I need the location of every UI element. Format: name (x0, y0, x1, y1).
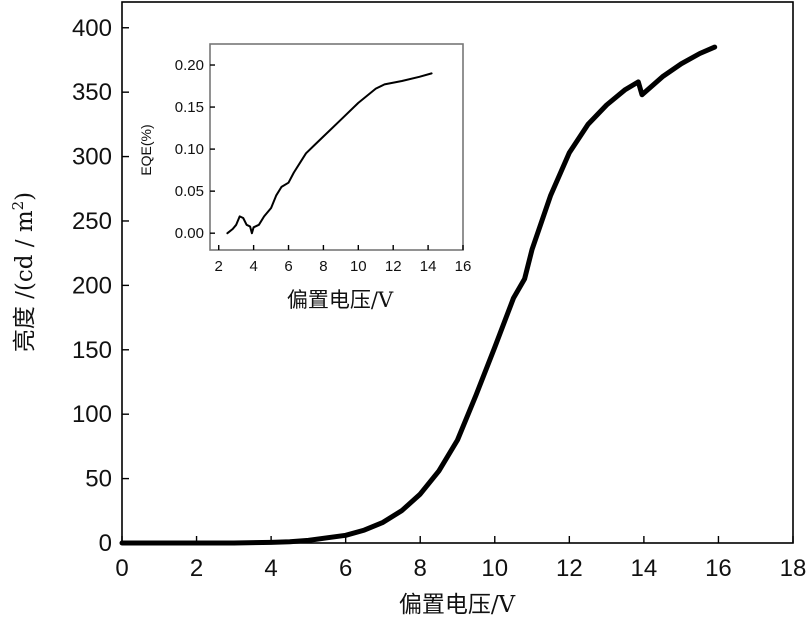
inset-y-tick-label: 0.20 (175, 57, 204, 74)
inset-x-tick-label: 2 (215, 258, 223, 275)
eqe-series-line (226, 72, 433, 235)
inset-y-axis-label: EQE(%) (138, 124, 154, 175)
main-y-tick-label: 50 (85, 466, 112, 493)
inset-y-tick-label: 0.15 (175, 99, 204, 116)
main-y-axis-label-close: ) (12, 192, 38, 201)
inset-y-tick-label: 0.10 (175, 141, 204, 158)
main-y-axis-label: 亮度 /(cd / m2) (9, 192, 38, 352)
main-y-tick-label: 350 (72, 79, 112, 106)
main-x-tick-label: 0 (115, 555, 128, 582)
brightness-series-line (119, 44, 718, 546)
inset-x-tick-label: 12 (385, 258, 402, 275)
inset-x-tick-label: 14 (420, 258, 437, 275)
main-y-tick-label: 300 (72, 144, 112, 171)
main-y-tick-label: 200 (72, 272, 112, 299)
main-ticks: 0 2 4 6 8 10 12 14 16 18 0 50 100 150 200 250 300 350 400 (72, 15, 806, 582)
main-plot-frame (121, 1, 794, 544)
main-x-tick-label: 2 (190, 555, 203, 582)
main-y-axis-label-text: 亮度 /(cd / m (12, 210, 38, 352)
main-x-tick-label: 8 (414, 555, 427, 582)
inset-series (226, 72, 433, 235)
main-x-tick-label: 12 (556, 555, 583, 582)
inset-x-tick-label: 8 (319, 258, 327, 275)
inset-x-tick-label: 4 (249, 258, 257, 275)
main-y-tick-label: 0 (99, 530, 112, 557)
main-y-axis-label-superscript: 2 (9, 201, 27, 211)
main-x-tick-label: 14 (631, 555, 658, 582)
main-y-tick-label: 150 (72, 337, 112, 364)
main-series (119, 44, 718, 546)
inset-x-axis-label: 偏置电压/V (287, 288, 394, 312)
inset-x-tick-label: 6 (284, 258, 292, 275)
inset-x-tick-label: 16 (455, 258, 472, 275)
main-x-tick-label: 10 (481, 555, 508, 582)
inset-ticks: 2 4 6 8 10 12 14 16 0.00 0.05 0.10 0.15 0.20 (175, 57, 472, 275)
main-x-tick-label: 16 (705, 555, 732, 582)
inset-y-tick-label: 0.00 (175, 225, 204, 242)
main-x-tick-label: 4 (264, 555, 277, 582)
inset-y-tick-label: 0.05 (175, 183, 204, 200)
main-x-tick-label: 18 (780, 555, 807, 582)
main-y-tick-label: 400 (72, 15, 112, 42)
main-x-axis-label: 偏置电压/V (399, 592, 516, 617)
inset-x-tick-label: 10 (350, 258, 367, 275)
main-y-tick-label: 250 (72, 208, 112, 235)
main-y-tick-label: 100 (72, 401, 112, 428)
main-x-tick-label: 6 (339, 555, 352, 582)
inset-plot-frame (209, 43, 464, 251)
